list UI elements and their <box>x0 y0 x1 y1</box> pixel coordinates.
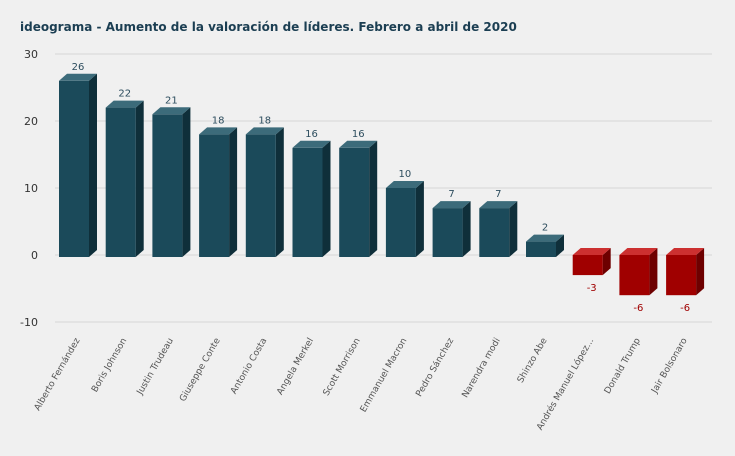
bar-top <box>619 248 658 255</box>
y-tick-label: 30 <box>24 48 38 61</box>
bar-side <box>462 201 471 257</box>
bar <box>479 201 518 257</box>
bar <box>339 140 378 257</box>
data-label: 7 <box>448 189 454 200</box>
bar-top <box>479 201 518 209</box>
bar <box>385 181 424 257</box>
bar-top <box>526 234 564 242</box>
bar-side <box>229 127 238 258</box>
data-label: 22 <box>118 89 131 100</box>
bar <box>199 127 238 258</box>
bar-side <box>509 201 518 257</box>
bar-top <box>199 127 238 135</box>
data-label: 10 <box>399 169 412 180</box>
x-tick-label: Shinzo Abe <box>516 336 550 385</box>
bar-front <box>152 114 183 257</box>
x-tick-label: Donald Trump <box>603 336 643 396</box>
bar-side <box>369 140 378 257</box>
x-tick-label: Giuseppe Conte <box>178 336 223 404</box>
bar-top <box>152 107 191 115</box>
data-label: 26 <box>72 62 85 73</box>
bar <box>152 107 191 257</box>
bar-side <box>556 234 564 257</box>
bar-front <box>245 134 276 257</box>
x-tick-label: Pedro Sánchez <box>414 336 456 398</box>
data-label: 18 <box>258 115 271 126</box>
bar-top <box>245 127 284 135</box>
bar-side <box>135 100 144 257</box>
bar-top <box>59 73 97 81</box>
bar-side <box>602 248 611 276</box>
y-tick-label: -10 <box>20 316 38 329</box>
data-label: -3 <box>587 283 597 294</box>
bar-front <box>59 80 89 257</box>
bar-front <box>479 208 510 257</box>
x-tick-label: Emmanuel Macron <box>359 337 410 415</box>
bar-front <box>385 188 416 257</box>
chart-title: ideograma - Aumento de la valoración de … <box>20 20 517 34</box>
data-label: -6 <box>680 303 690 314</box>
x-tick-label: Jair Bolsonaro <box>650 336 690 396</box>
bar-top <box>666 248 705 255</box>
bar-top <box>105 100 144 108</box>
bar-top <box>432 201 471 209</box>
x-tick-label: Boris Johnson <box>90 337 129 395</box>
bar-top <box>339 140 378 148</box>
data-label: 18 <box>212 115 225 126</box>
bar <box>292 140 331 257</box>
bar-side <box>649 248 658 296</box>
bar <box>59 73 97 257</box>
y-tick-label: 20 <box>24 115 38 128</box>
data-label: 16 <box>352 129 365 140</box>
bar-front <box>572 255 603 276</box>
bar-front <box>619 255 650 296</box>
bar-side <box>182 107 191 257</box>
bar <box>619 248 658 296</box>
bar <box>432 201 471 257</box>
bar-side <box>89 73 97 257</box>
bar-top <box>572 248 611 255</box>
bar-front <box>199 134 230 257</box>
data-label: 2 <box>542 223 548 234</box>
y-tick-label: 10 <box>24 182 38 195</box>
x-tick-label: Scott Morrison <box>322 337 363 398</box>
bar-top <box>385 181 424 188</box>
bar <box>526 234 564 257</box>
x-tick-label: Antonio Costa <box>229 337 269 397</box>
bar-side <box>322 140 331 257</box>
bar <box>245 127 284 258</box>
data-label: 16 <box>305 129 318 140</box>
y-tick-label: 0 <box>31 249 38 262</box>
x-tick-label: Angela Merkel <box>275 337 316 397</box>
bar <box>666 248 705 296</box>
bar <box>572 248 611 276</box>
bar-front <box>432 208 463 257</box>
x-tick-label: Justin Trudeau <box>135 337 176 398</box>
bar-front <box>526 241 556 257</box>
bar-side <box>275 127 284 258</box>
bar-side <box>696 248 705 296</box>
x-tick-label: Narendra modi <box>461 337 503 400</box>
bar-top <box>292 140 331 148</box>
bar-front <box>666 255 697 296</box>
bar-front <box>292 147 323 257</box>
bar <box>105 100 144 257</box>
bar-side <box>415 181 424 257</box>
data-label: -6 <box>633 303 643 314</box>
x-tick-label: Alberto Fernández <box>33 336 83 412</box>
bar-front <box>339 147 370 257</box>
data-label: 7 <box>495 189 501 200</box>
data-label: 21 <box>165 95 178 106</box>
bar-front <box>105 107 136 257</box>
